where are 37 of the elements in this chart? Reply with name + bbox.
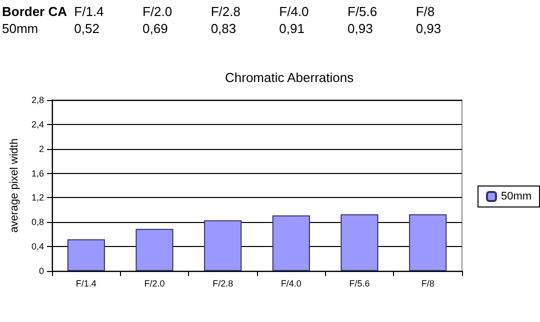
bar [409, 214, 447, 271]
bar [272, 215, 310, 271]
y-tick-label: 1,2 [31, 192, 44, 203]
category-label: F/4.0 [279, 4, 309, 19]
chart-title: Chromatic Aberrations [225, 70, 354, 85]
x-tick-label: F/2.8 [212, 278, 234, 288]
data-label: 0,93 [348, 21, 373, 36]
text: Border CA [2, 4, 68, 19]
data-label: 0,91 [279, 21, 304, 36]
y-tick-label: 2,4 [31, 119, 44, 130]
x-tick-label: F/8 [421, 278, 434, 288]
x-tick-label: F/1.4 [76, 278, 96, 288]
bar [136, 228, 174, 271]
bar [67, 239, 105, 271]
bar [340, 214, 378, 271]
data-label: 0,93 [416, 21, 442, 36]
y-axis-title: average pixel width [8, 138, 20, 233]
x-tick-label: F/4.0 [280, 278, 302, 288]
y-tick-label: 2 [38, 144, 44, 154]
category-label: F/2.8 [210, 4, 240, 19]
category-label: F/2.0 [142, 4, 172, 19]
bar [204, 220, 242, 271]
y-tick-label: 1,6 [31, 168, 44, 178]
data-label: 0,83 [210, 21, 236, 36]
data-label: 0,69 [142, 21, 168, 36]
text: 50mm [2, 21, 38, 36]
x-tick-label: F/2.0 [144, 278, 165, 288]
y-tick-label: 0 [38, 266, 44, 276]
category-label: F/1.4 [74, 4, 104, 19]
y-tick-label: 2,8 [31, 95, 44, 105]
category-label: F/8 [416, 4, 435, 19]
y-tick-label: 0,4 [31, 242, 44, 252]
y-tick-label: 0,8 [31, 217, 44, 228]
data-label: 0,52 [74, 21, 100, 36]
category-label: F/5.6 [348, 4, 378, 19]
legend-label: 50mm [501, 190, 532, 202]
x-tick-label: F/5.6 [349, 278, 370, 288]
